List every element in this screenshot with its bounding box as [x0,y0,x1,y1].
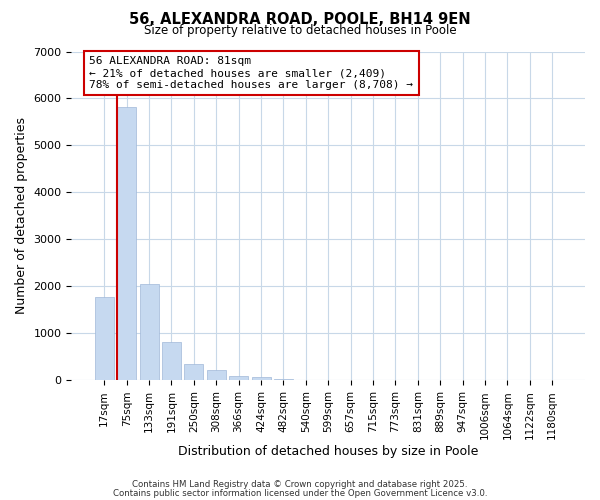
Bar [229,376,248,380]
Bar [162,342,181,380]
Y-axis label: Number of detached properties: Number of detached properties [15,118,28,314]
Bar [117,107,136,380]
Text: 56 ALEXANDRA ROAD: 81sqm
← 21% of detached houses are smaller (2,409)
78% of sem: 56 ALEXANDRA ROAD: 81sqm ← 21% of detach… [89,56,413,90]
Text: 56, ALEXANDRA ROAD, POOLE, BH14 9EN: 56, ALEXANDRA ROAD, POOLE, BH14 9EN [129,12,471,28]
Text: Contains HM Land Registry data © Crown copyright and database right 2025.: Contains HM Land Registry data © Crown c… [132,480,468,489]
Bar [184,364,203,380]
X-axis label: Distribution of detached houses by size in Poole: Distribution of detached houses by size … [178,444,478,458]
Bar [274,379,293,380]
Bar [140,284,158,380]
Text: Contains public sector information licensed under the Open Government Licence v3: Contains public sector information licen… [113,488,487,498]
Bar [251,377,271,380]
Bar [95,297,114,380]
Bar [207,370,226,380]
Text: Size of property relative to detached houses in Poole: Size of property relative to detached ho… [143,24,457,37]
